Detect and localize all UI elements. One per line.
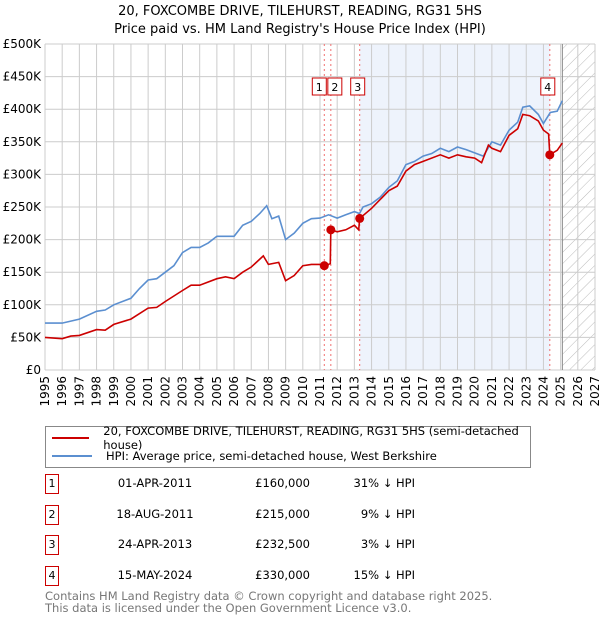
- sale-hpi-diff: 3% ↓ HPI: [360, 537, 415, 551]
- legend-label-property: 20, FOXCOMBE DRIVE, TILEHURST, READING, …: [103, 424, 519, 452]
- x-tick-label: 2010: [296, 376, 310, 407]
- hpi-line: [45, 100, 564, 324]
- x-tick-label: 2015: [382, 376, 396, 407]
- y-tick-label: £300K: [3, 167, 43, 181]
- sale-row: 3 24-APR-2013 £232,500 3% ↓ HPI: [45, 535, 415, 555]
- sale-price: £160,000: [255, 476, 310, 490]
- x-tick-label: 2018: [433, 376, 447, 407]
- x-tick-label: 2016: [399, 376, 413, 407]
- x-tick-label: 2002: [158, 376, 172, 407]
- legend-swatch-hpi: [52, 455, 92, 457]
- x-tick-label: 2013: [347, 376, 361, 407]
- sale-label-box: [350, 77, 366, 96]
- y-tick-label: £200K: [3, 233, 43, 247]
- y-tick-label: £100K: [3, 298, 43, 312]
- sale-hpi-diff: 9% ↓ HPI: [360, 507, 415, 521]
- sale-marker: 2: [45, 505, 59, 525]
- x-tick-label: 2020: [468, 376, 482, 407]
- sale-hpi-diff: 15% ↓ HPI: [353, 568, 415, 582]
- x-tick-label: 2003: [176, 376, 190, 407]
- x-tick-label: 1996: [55, 376, 69, 407]
- sale-price: £232,500: [255, 537, 310, 551]
- sale-price: £215,000: [255, 507, 310, 521]
- x-tick-label: 2007: [244, 376, 258, 407]
- sale-date: 18-AUG-2011: [116, 507, 194, 521]
- legend-label-hpi: HPI: Average price, semi-detached house,…: [106, 449, 437, 463]
- x-tick-label: 2004: [193, 376, 207, 407]
- x-tick-label: 2008: [261, 376, 275, 407]
- sale-label: 1: [316, 81, 323, 94]
- x-tick-label: 2019: [451, 376, 465, 407]
- sale-date: 01-APR-2011: [117, 476, 193, 490]
- sale-row: 2 18-AUG-2011 £215,000 9% ↓ HPI: [45, 505, 415, 525]
- sale-point: [545, 150, 555, 160]
- chart-subtitle: Price paid vs. HM Land Registry's House …: [114, 22, 486, 37]
- sale-hpi-diff: 31% ↓ HPI: [353, 476, 415, 490]
- x-tick-label: 1995: [38, 376, 52, 407]
- x-tick-label: 2000: [124, 376, 138, 407]
- y-tick-label: £400K: [3, 102, 43, 116]
- y-tick-label: £500K: [3, 37, 43, 51]
- sale-row: 4 15-MAY-2024 £330,000 15% ↓ HPI: [45, 566, 415, 586]
- x-tick-label: 2024: [536, 376, 550, 407]
- x-tick-label: 1997: [72, 376, 86, 407]
- x-tick-label: 2027: [588, 376, 600, 407]
- legend-swatch-property: [52, 437, 90, 439]
- sale-price: £330,000: [255, 568, 310, 582]
- footer-copyright: Contains HM Land Registry data © Crown c…: [45, 589, 493, 603]
- sale-date: 24-APR-2013: [117, 537, 193, 551]
- x-tick-label: 2025: [554, 376, 568, 407]
- x-tick-label: 2017: [416, 376, 430, 407]
- legend-item-hpi: HPI: Average price, semi-detached house,…: [52, 447, 437, 465]
- x-tick-label: 2005: [210, 376, 224, 407]
- sale-label: 4: [544, 81, 551, 94]
- y-tick-label: £350K: [3, 135, 43, 149]
- sale-point: [319, 261, 329, 271]
- legend: 20, FOXCOMBE DRIVE, TILEHURST, READING, …: [45, 424, 531, 468]
- sale-marker: 4: [45, 566, 59, 586]
- sale-point: [355, 213, 365, 223]
- x-tick-label: 1999: [107, 376, 121, 407]
- x-tick-label: 2021: [485, 376, 499, 407]
- y-tick-label: £250K: [3, 200, 43, 214]
- y-tick-label: £50K: [10, 330, 42, 344]
- sale-label-box: [327, 77, 343, 96]
- x-tick-label: 2022: [502, 376, 516, 407]
- sale-marker: 3: [45, 535, 59, 555]
- x-tick-label: 2014: [365, 376, 379, 407]
- footer-licence: This data is licensed under the Open Gov…: [45, 601, 412, 615]
- sale-marker: 1: [45, 474, 59, 494]
- chart-title: 20, FOXCOMBE DRIVE, TILEHURST, READING, …: [118, 4, 482, 19]
- price-chart: 1 2 3 4 £0 £50K £100K £150K £200K £250K £300K £350K…: [3, 37, 600, 407]
- x-tick-label: 2023: [519, 376, 533, 407]
- sale-point: [326, 225, 336, 235]
- x-tick-label: 2026: [571, 376, 585, 407]
- legend-item-property: 20, FOXCOMBE DRIVE, TILEHURST, READING, …: [52, 424, 530, 452]
- x-tick-label: 1998: [90, 376, 104, 407]
- sale-label-box: [540, 77, 556, 96]
- x-tick-label: 2009: [279, 376, 293, 407]
- sale-date: 15-MAY-2024: [117, 568, 193, 582]
- y-tick-label: £150K: [3, 265, 43, 279]
- sale-row: 1 01-APR-2011 £160,000 31% ↓ HPI: [45, 474, 415, 494]
- x-tick-label: 2006: [227, 376, 241, 407]
- y-tick-label: £450K: [3, 70, 43, 84]
- x-tick-label: 2011: [313, 376, 327, 407]
- x-tick-label: 2001: [141, 376, 155, 407]
- sale-label: 3: [354, 81, 361, 94]
- sale-label: 2: [331, 81, 338, 94]
- sale-label-box: [311, 77, 327, 96]
- y-tick-label: £0: [26, 363, 41, 377]
- x-tick-label: 2012: [330, 376, 344, 407]
